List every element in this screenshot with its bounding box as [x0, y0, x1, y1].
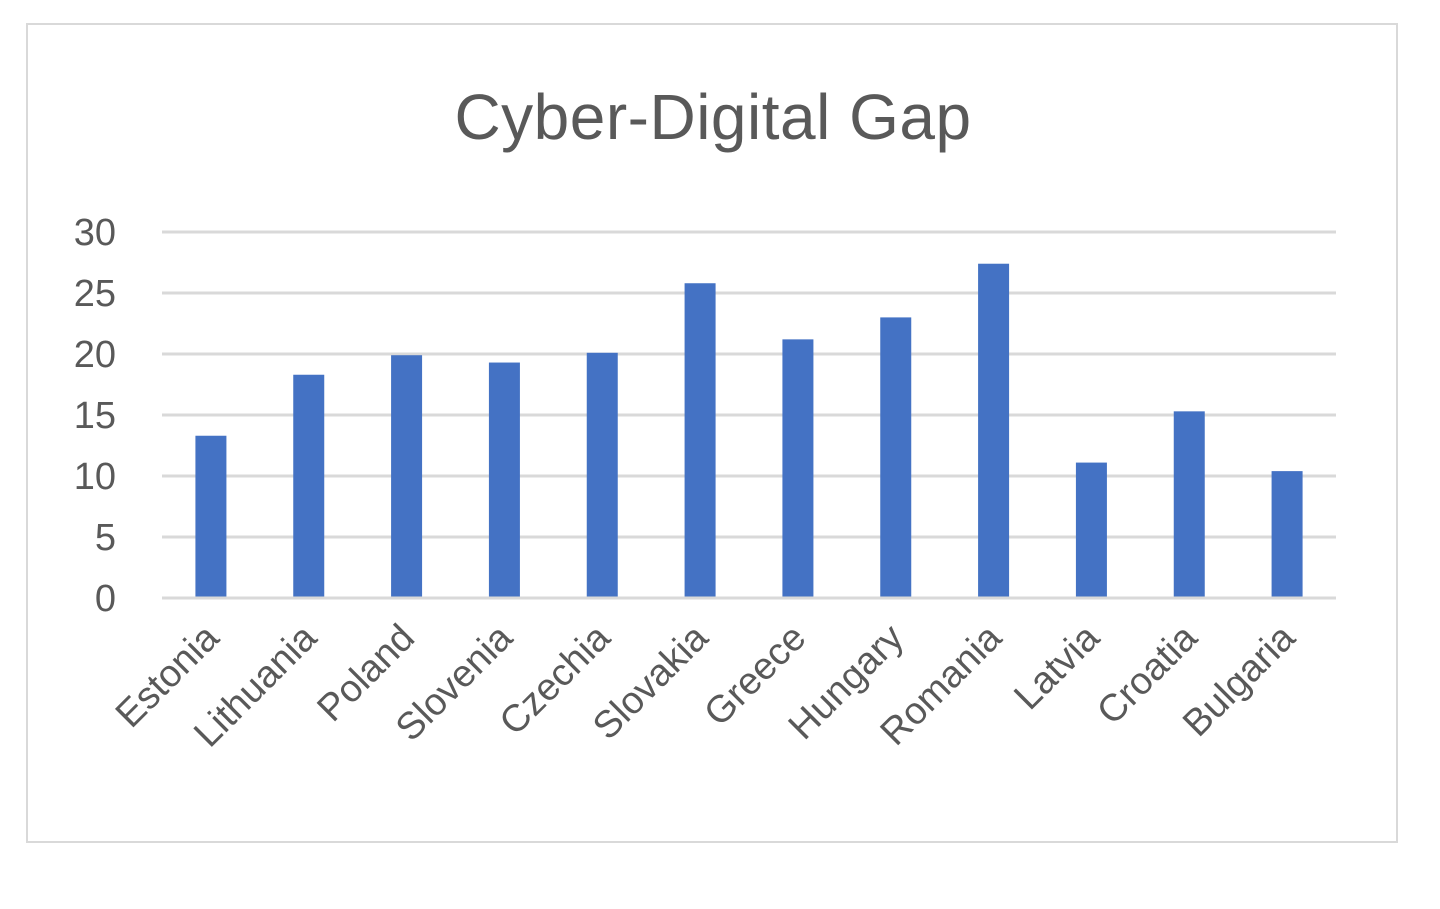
- bar-hungary: [880, 317, 912, 598]
- bar-croatia: [1173, 411, 1205, 598]
- bar-poland: [391, 355, 423, 598]
- y-tick-label: 30: [74, 212, 116, 254]
- gridlines: [162, 230, 1336, 600]
- bar-slovenia: [488, 362, 520, 598]
- bar-latvia: [1075, 462, 1107, 598]
- chart-title: Cyber-Digital Gap: [454, 81, 972, 153]
- y-tick-label: 15: [74, 395, 116, 437]
- y-tick-label: 20: [74, 334, 116, 376]
- bar-bulgaria: [1271, 471, 1303, 598]
- bar-slovakia: [684, 283, 716, 598]
- y-axis-ticks: 0 5 10 15 20 25 30: [74, 212, 116, 620]
- y-tick-label: 0: [95, 578, 116, 620]
- y-tick-label: 10: [74, 456, 116, 498]
- bars: [162, 263, 1336, 600]
- bar-czechia: [586, 352, 618, 598]
- x-axis-categories: EstoniaLithuaniaPolandSloveniaCzechiaSlo…: [108, 616, 1304, 755]
- bar-romania: [978, 263, 1010, 598]
- y-tick-label: 5: [95, 517, 116, 559]
- y-tick-label: 25: [74, 273, 116, 315]
- bar-estonia: [195, 435, 227, 598]
- bar-greece: [782, 339, 814, 598]
- bar-lithuania: [293, 374, 325, 598]
